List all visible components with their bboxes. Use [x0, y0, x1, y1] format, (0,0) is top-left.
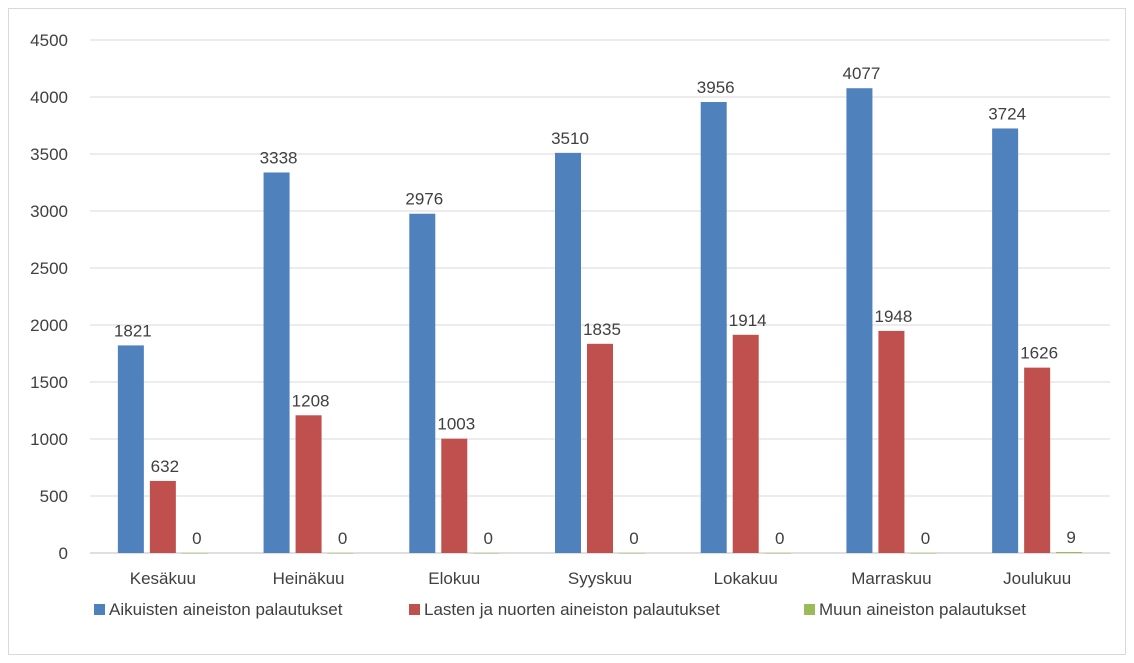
x-tick-label-2: Elokuu — [428, 569, 480, 588]
bar-s0-6 — [992, 128, 1019, 554]
bar-s1-1 — [295, 415, 322, 553]
data-label-s0-6: 3724 — [988, 104, 1026, 123]
bars — [117, 88, 1083, 554]
x-tick-label-1: Heinäkuu — [273, 569, 345, 588]
legend-swatch-0 — [94, 604, 105, 615]
y-tick-label-4000: 4000 — [30, 88, 68, 107]
legend-label-1: Lasten ja nuorten aineiston palautukset — [424, 600, 720, 619]
data-label-s1-3: 1835 — [583, 320, 621, 339]
bar-s2-2 — [473, 553, 500, 554]
bar-s2-0 — [181, 553, 208, 554]
bar-s1-0 — [149, 480, 176, 553]
data-label-s2-0: 0 — [192, 529, 201, 548]
y-tick-label-0: 0 — [59, 544, 68, 563]
y-tick-label-3500: 3500 — [30, 145, 68, 164]
bar-s1-2 — [441, 438, 468, 553]
y-tick-label-4500: 4500 — [30, 31, 68, 50]
bar-s2-4 — [764, 553, 791, 554]
data-label-s1-5: 1948 — [875, 307, 913, 326]
bar-s2-3 — [619, 553, 645, 554]
data-label-s2-2: 0 — [484, 529, 493, 548]
data-label-s1-0: 632 — [151, 457, 179, 476]
bar-s1-6 — [1024, 367, 1051, 553]
y-tick-label-500: 500 — [40, 487, 68, 506]
data-label-s1-6: 1626 — [1020, 344, 1058, 363]
data-label-s2-4: 0 — [775, 529, 784, 548]
data-label-s0-1: 3338 — [260, 148, 298, 167]
y-tick-label-1000: 1000 — [30, 430, 68, 449]
legend-swatch-2 — [804, 604, 815, 615]
data-label-s1-2: 1003 — [437, 415, 475, 434]
data-label-s1-1: 1208 — [292, 391, 330, 410]
data-label-s1-4: 1914 — [729, 311, 767, 330]
legend: Aikuisten aineiston palautukset Lasten ja… — [94, 600, 1026, 619]
y-tick-label-3000: 3000 — [30, 202, 68, 221]
data-label-s2-3: 0 — [629, 529, 638, 548]
legend-label-2: Muun aineiston palautukset — [819, 600, 1026, 619]
x-tick-label-4: Lokakuu — [714, 569, 778, 588]
bar-s0-2 — [409, 213, 436, 553]
y-tick-label-1500: 1500 — [30, 373, 68, 392]
bar-s0-5 — [846, 88, 873, 554]
bar-s1-3 — [587, 343, 613, 553]
y-tick-label-2500: 2500 — [30, 259, 68, 278]
y-axis-ticks: 0 500 1000 1500 2000 2500 3000 3500 4000 4500 — [30, 31, 68, 563]
x-tick-label-0: Kesäkuu — [130, 569, 196, 588]
bar-s0-0 — [117, 345, 144, 553]
data-labels: 1821 632 0 3338 1208 0 2976 1003 0 3510 1835 0 3956 1… — [114, 64, 1076, 548]
x-tick-label-5: Marraskuu — [851, 569, 931, 588]
bar-s2-6 — [1056, 551, 1083, 553]
data-label-s0-3: 3510 — [551, 129, 589, 148]
data-label-s0-0: 1821 — [114, 321, 152, 340]
bar-s2-1 — [327, 553, 354, 554]
bar-s0-1 — [263, 172, 290, 553]
y-tick-label-2000: 2000 — [30, 316, 68, 335]
data-label-s0-5: 4077 — [843, 64, 881, 83]
gridlines — [90, 39, 1110, 554]
bar-s0-3 — [555, 152, 581, 554]
data-label-s2-1: 0 — [338, 529, 347, 548]
legend-swatch-1 — [409, 604, 420, 615]
bar-s0-4 — [700, 102, 727, 554]
x-tick-label-6: Joulukuu — [1003, 569, 1071, 588]
x-tick-label-3: Syyskuu — [568, 569, 632, 588]
bar-s1-5 — [878, 330, 905, 553]
bar-s1-4 — [732, 334, 759, 553]
data-label-s0-2: 2976 — [405, 190, 443, 209]
data-label-s0-4: 3956 — [697, 78, 735, 97]
data-label-s2-5: 0 — [921, 529, 930, 548]
x-axis-ticks: Kesäkuu Heinäkuu Elokuu Syyskuu Lokakuu Marra… — [130, 569, 1071, 588]
legend-label-0: Aikuisten aineiston palautukset — [109, 600, 343, 619]
data-label-s2-6: 9 — [1066, 528, 1075, 547]
bar-s2-5 — [910, 553, 937, 554]
